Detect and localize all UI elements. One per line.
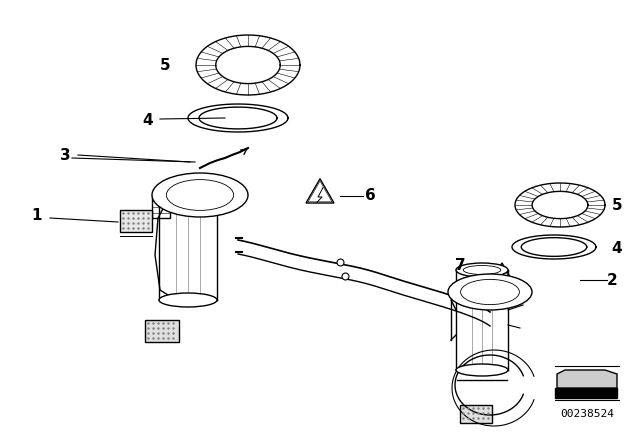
- Text: 2: 2: [607, 272, 618, 288]
- Ellipse shape: [159, 182, 217, 198]
- Text: 1: 1: [32, 207, 42, 223]
- FancyBboxPatch shape: [555, 388, 617, 398]
- Text: 5: 5: [612, 198, 622, 212]
- Text: 6: 6: [365, 188, 376, 202]
- FancyBboxPatch shape: [120, 210, 152, 232]
- Text: 3: 3: [60, 147, 70, 163]
- Text: 5: 5: [160, 57, 170, 73]
- Ellipse shape: [152, 173, 248, 217]
- Text: 7: 7: [454, 258, 465, 272]
- Ellipse shape: [456, 263, 508, 277]
- FancyBboxPatch shape: [460, 405, 492, 423]
- Text: 4: 4: [143, 112, 154, 128]
- Text: 4: 4: [612, 241, 622, 255]
- Text: 00238524: 00238524: [560, 409, 614, 419]
- FancyBboxPatch shape: [152, 196, 170, 218]
- Polygon shape: [557, 370, 617, 388]
- Ellipse shape: [159, 293, 217, 307]
- FancyBboxPatch shape: [145, 320, 179, 342]
- Ellipse shape: [448, 274, 532, 310]
- Ellipse shape: [456, 364, 508, 376]
